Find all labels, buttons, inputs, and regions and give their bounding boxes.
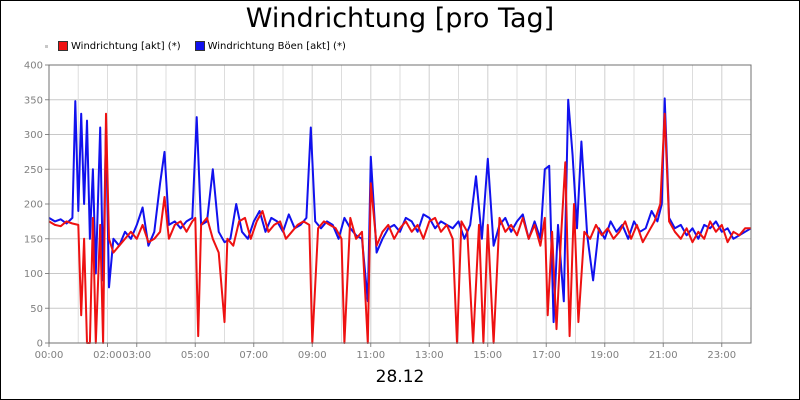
legend-label-akt: Windrichtung [akt] (*) xyxy=(71,40,181,52)
x-tick-label: 11:00 xyxy=(356,350,385,361)
plot-frame xyxy=(48,64,752,344)
y-tick-label: 100 xyxy=(24,269,43,280)
x-tick-label: 05:00 xyxy=(181,350,210,361)
x-axis-label: 28.12 xyxy=(375,367,425,387)
x-tick-label: 13:00 xyxy=(415,350,444,361)
chart-title: Windrichtung [pro Tag] xyxy=(245,3,555,34)
y-tick-label: 200 xyxy=(24,200,43,211)
y-tick-label: 300 xyxy=(24,130,43,141)
legend-label-boeen: Windrichtung Böen [akt] (*) xyxy=(207,40,346,52)
legend-marker-icon xyxy=(45,44,48,48)
x-tick-label: 17:00 xyxy=(532,350,561,361)
chart-legend: Windrichtung [akt] (*) Windrichtung Böen… xyxy=(45,39,360,53)
legend-item-boeen: Windrichtung Böen [akt] (*) xyxy=(194,40,346,52)
legend-swatch-boeen xyxy=(194,41,205,51)
y-tick-label: 250 xyxy=(24,165,43,176)
x-tick-label: 09:00 xyxy=(298,350,327,361)
y-tick-label: 0 xyxy=(37,339,43,350)
x-tick-label: 00:00 xyxy=(35,350,64,361)
series-line-akt xyxy=(48,112,751,344)
legend-item-akt: Windrichtung [akt] (*) xyxy=(58,41,181,52)
y-tick-label: 150 xyxy=(24,234,43,245)
x-tick-label: 15:00 xyxy=(473,350,502,361)
x-tick-label: 02:00 xyxy=(93,350,122,361)
x-tick-label: 19:00 xyxy=(590,350,619,361)
x-tick-label: 07:00 xyxy=(239,350,268,361)
x-tick-label: 03:00 xyxy=(122,350,151,361)
legend-swatch-akt xyxy=(58,41,68,51)
y-tick-label: 50 xyxy=(30,304,43,315)
y-tick-label: 400 xyxy=(24,61,43,72)
y-tick-label: 350 xyxy=(24,95,43,106)
x-tick-label: 21:00 xyxy=(649,350,678,361)
x-tick-label: 23:00 xyxy=(707,350,736,361)
